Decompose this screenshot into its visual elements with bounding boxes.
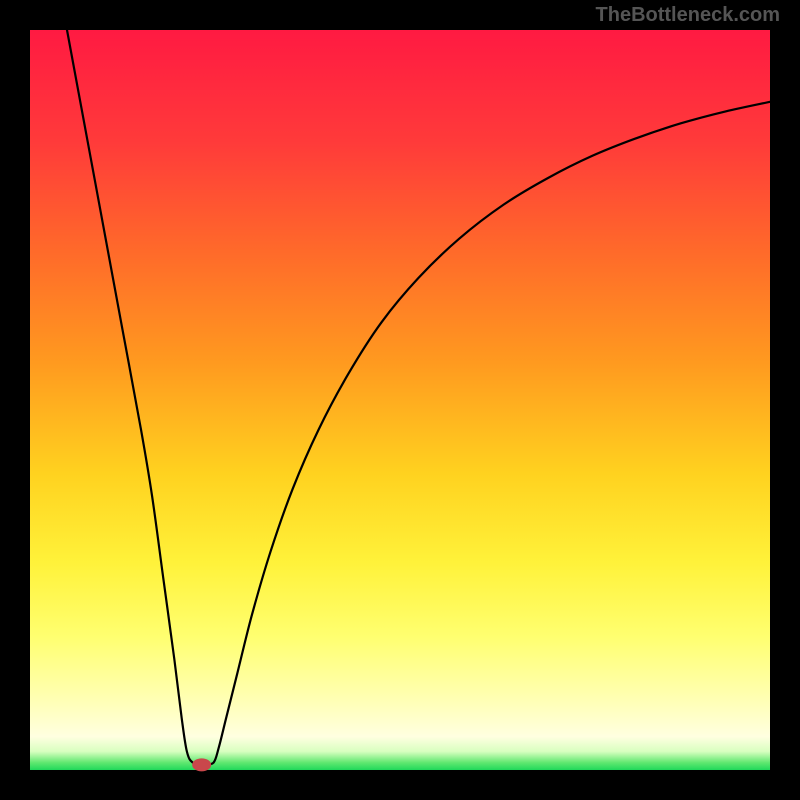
optimal-marker [193, 759, 211, 771]
bottleneck-chart [0, 0, 800, 800]
gradient-background [30, 30, 770, 770]
chart-frame: TheBottleneck.com [0, 0, 800, 800]
watermark-text: TheBottleneck.com [596, 4, 780, 27]
